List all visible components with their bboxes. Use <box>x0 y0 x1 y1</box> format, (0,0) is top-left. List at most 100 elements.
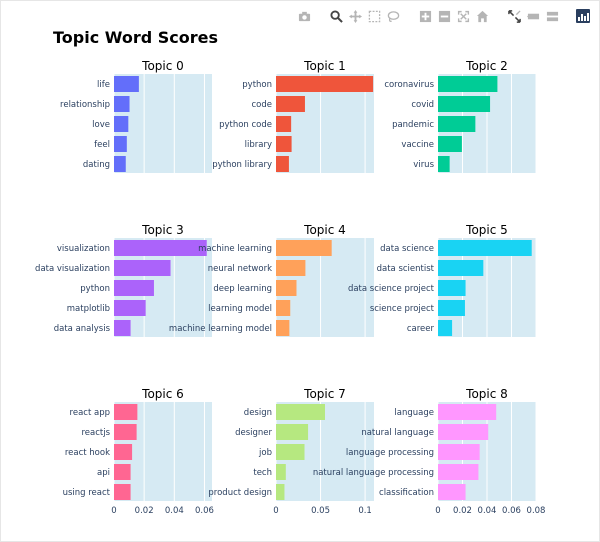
category-label: matplotlib <box>67 304 110 314</box>
tick-label: 0.04 <box>165 506 184 516</box>
zoom-in-icon[interactable] <box>417 8 433 24</box>
tick-label: 0.02 <box>135 506 154 516</box>
category-label: code <box>252 100 273 110</box>
zoom-icon[interactable] <box>328 8 344 24</box>
bar <box>438 280 466 296</box>
category-label: designer <box>235 428 272 438</box>
hover-compare-icon[interactable] <box>544 8 560 24</box>
bar <box>114 76 139 92</box>
tick-label: 0.1 <box>358 506 372 516</box>
tick-label: 0.08 <box>527 506 546 516</box>
bar <box>438 424 489 440</box>
category-label: covid <box>411 100 434 110</box>
hover-closest-icon[interactable] <box>525 8 541 24</box>
tick-label: 0 <box>273 506 278 516</box>
bar <box>114 300 146 316</box>
category-label: classification <box>379 488 434 498</box>
bar <box>438 76 498 92</box>
reset-axes-icon[interactable] <box>474 8 490 24</box>
category-label: virus <box>413 160 434 170</box>
tick-label: 0.02 <box>453 506 472 516</box>
category-label: library <box>245 140 272 150</box>
facet-title: Topic 1 <box>303 59 346 73</box>
category-label: data scientist <box>377 264 435 274</box>
category-label: pandemic <box>392 120 434 130</box>
bar <box>114 260 171 276</box>
bar <box>114 240 207 256</box>
bar <box>114 116 129 132</box>
lasso-icon[interactable] <box>385 8 401 24</box>
bar <box>276 484 285 500</box>
category-label: learning model <box>208 304 272 314</box>
category-label: science project <box>370 304 435 314</box>
autoscale-icon[interactable] <box>455 8 471 24</box>
facet-title: Topic 5 <box>465 223 508 237</box>
facet-title: Topic 2 <box>465 59 508 73</box>
category-label: python code <box>219 120 272 130</box>
category-label: coronavirus <box>384 80 434 90</box>
box-select-icon[interactable] <box>366 8 382 24</box>
bar <box>438 96 491 112</box>
category-label: api <box>97 468 110 478</box>
bar <box>438 116 476 132</box>
bar <box>276 96 305 112</box>
facet-title: Topic 0 <box>141 59 184 73</box>
bar <box>276 136 292 152</box>
category-label: python library <box>212 160 272 170</box>
category-label: tech <box>253 468 272 478</box>
bar <box>438 464 479 480</box>
bar <box>114 464 131 480</box>
category-label: data visualization <box>35 264 110 274</box>
category-label: data analysis <box>54 324 111 334</box>
tick-label: 0.05 <box>311 506 330 516</box>
category-label: python <box>242 80 272 90</box>
facet-title: Topic 3 <box>141 223 184 237</box>
category-label: job <box>258 448 272 458</box>
bar <box>276 464 286 480</box>
bar <box>114 320 131 336</box>
bar <box>438 136 462 152</box>
zoom-out-icon[interactable] <box>436 8 452 24</box>
bar <box>438 404 497 420</box>
facet-title: Topic 4 <box>303 223 346 237</box>
facet-title: Topic 8 <box>465 387 508 401</box>
category-label: neural network <box>208 264 272 274</box>
bar <box>276 76 374 92</box>
chart-title: Topic Word Scores <box>53 28 218 47</box>
spike-lines-icon[interactable] <box>506 8 522 24</box>
category-label: data science <box>380 244 434 254</box>
category-label: machine learning model <box>169 324 272 334</box>
bar <box>438 320 453 336</box>
category-label: using react <box>63 488 111 498</box>
bar <box>438 240 532 256</box>
bar <box>114 444 133 460</box>
category-label: product design <box>208 488 272 498</box>
pan-icon[interactable] <box>347 8 363 24</box>
bar <box>114 424 137 440</box>
plotly-logo-icon[interactable] <box>576 9 590 23</box>
bar <box>438 156 450 172</box>
tick-label: 0 <box>111 506 116 516</box>
bar <box>276 320 290 336</box>
tick-label: 0.06 <box>502 506 521 516</box>
bar <box>276 404 325 420</box>
bar <box>114 484 131 500</box>
bar <box>438 260 484 276</box>
category-label: language <box>394 408 434 418</box>
tick-label: 0.06 <box>195 506 214 516</box>
category-label: vaccine <box>401 140 434 150</box>
bar <box>114 280 154 296</box>
tick-label: 0 <box>435 506 440 516</box>
bar <box>438 484 466 500</box>
bar <box>276 240 332 256</box>
bar <box>276 280 297 296</box>
bar <box>276 424 309 440</box>
bar <box>276 116 292 132</box>
category-label: visualization <box>57 244 110 254</box>
bar <box>114 96 130 112</box>
camera-icon[interactable] <box>296 8 312 24</box>
bar <box>276 300 291 316</box>
category-label: dating <box>83 160 110 170</box>
facet-title: Topic 6 <box>141 387 184 401</box>
